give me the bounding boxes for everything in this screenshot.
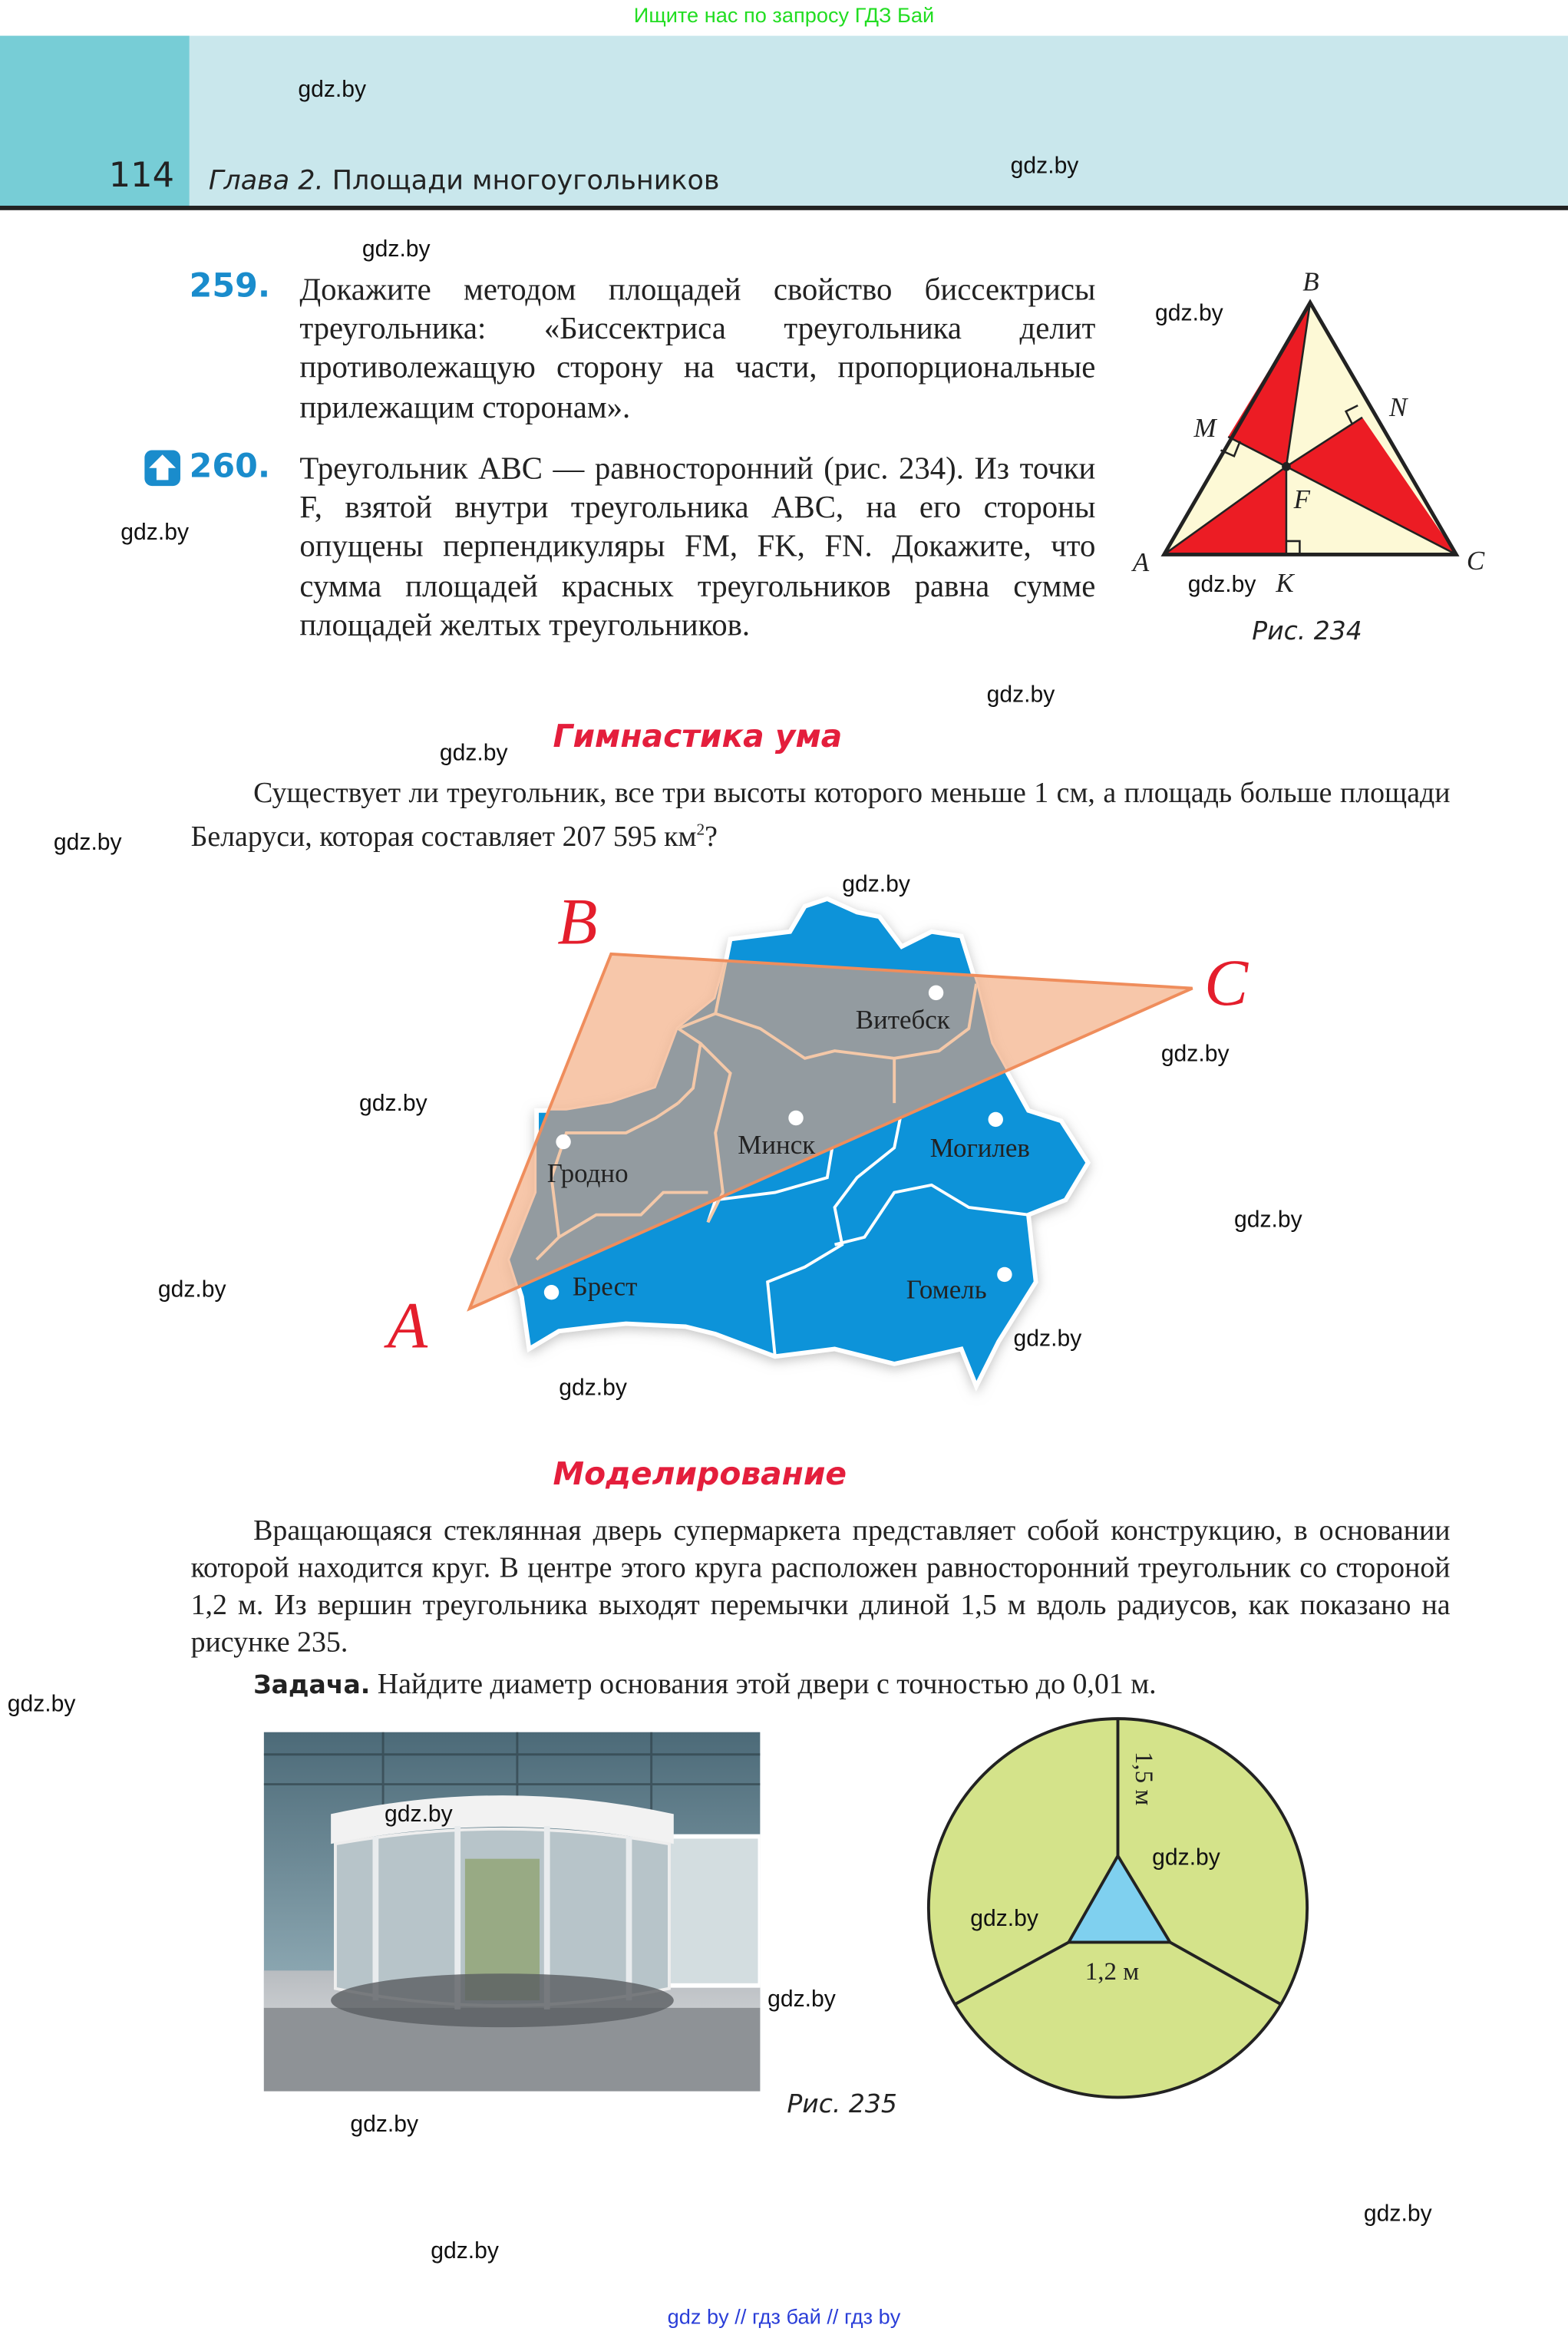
map-vertex-c: C: [1204, 947, 1249, 1019]
watermark: gdz.by: [970, 1906, 1038, 1932]
figure-234-triangle: B A C M N F K: [1131, 267, 1485, 598]
task-text: Найдите диаметр основания этой двери с т…: [370, 1669, 1157, 1701]
page-number: 114: [108, 156, 175, 196]
watermark: gdz.by: [361, 236, 431, 263]
center-triangle: [1066, 1852, 1173, 1944]
gymnastics-heading: Гимнастика ума: [553, 718, 843, 755]
house-arrow-icon: [144, 450, 180, 487]
watermark: gdz.by: [359, 1091, 427, 1117]
problem-259-text: Докажите методом площадей свойство биссе…: [299, 271, 1096, 424]
map-vertex-a: A: [384, 1290, 428, 1362]
watermark: gdz.by: [1013, 1326, 1082, 1352]
map-vertex-b: B: [557, 886, 597, 958]
watermark: gdz.by: [559, 1375, 627, 1402]
watermark: gdz.by: [120, 520, 189, 546]
watermark: gdz.by: [7, 1692, 76, 1718]
watermark: gdz.by: [1152, 1845, 1220, 1871]
footer-links[interactable]: gdz by // гдз бай // гдз by: [667, 2304, 901, 2329]
city-dot-mogilev: [988, 1111, 1003, 1128]
label-k: K: [1275, 568, 1295, 598]
triangle-side-label: 1,2 м: [1085, 1958, 1140, 1986]
gymnastics-question: Существует ли треугольник, все три высот…: [190, 778, 1451, 854]
city-gomel: Гомель: [906, 1274, 987, 1304]
header-band: [0, 35, 1568, 206]
watermark: gdz.by: [298, 77, 367, 103]
label-f: F: [1293, 484, 1311, 514]
watermark: gdz.by: [439, 741, 508, 767]
watermark: gdz.by: [53, 830, 122, 856]
problem-259-number: 259.: [189, 268, 271, 306]
triangle-abc-outline: [467, 952, 1193, 1312]
red-triangle-bmf: [1228, 302, 1311, 467]
figure-234-caption: Рис. 234: [1252, 616, 1362, 647]
chapter-title: Глава 2. Площади многоугольников: [209, 166, 720, 197]
watermark: gdz.by: [1187, 572, 1256, 598]
watermark: gdz.by: [1160, 1042, 1230, 1068]
watermark: gdz.by: [986, 682, 1055, 708]
watermark: gdz.by: [385, 1801, 453, 1828]
city-minsk: Минск: [738, 1130, 816, 1160]
question-mark: ?: [705, 822, 718, 854]
label-m: M: [1193, 413, 1218, 443]
problem-260-number: 260.: [189, 448, 271, 487]
radius-partition-left: [952, 1940, 1070, 2006]
superscript: 2: [696, 821, 705, 840]
city-mogilev: Могилев: [930, 1133, 1030, 1163]
radius-partition-right: [1169, 1940, 1283, 2006]
watermark: gdz.by: [1233, 1207, 1302, 1233]
watermark: gdz.by: [842, 872, 910, 898]
chapter-prefix: Глава 2.: [208, 165, 324, 197]
city-dot-gomel: [997, 1266, 1012, 1283]
header-page-tab: [0, 35, 190, 206]
watermark: gdz.by: [1363, 2201, 1432, 2227]
watermark: gdz.by: [350, 2112, 419, 2138]
chapter-name: Площади многоугольников: [323, 165, 720, 197]
top-banner: Ищите нас по запросу ГДЗ Бай: [633, 2, 935, 27]
label-b: B: [1302, 267, 1319, 297]
problem-260-text: Треугольник ABC — равносторонний (рис. 2…: [299, 450, 1096, 642]
figure-235-door-scheme: 1,5 м 1,2 м: [926, 1717, 1309, 2099]
label-n: N: [1388, 392, 1408, 422]
city-dot-vitebsk: [928, 985, 944, 1001]
city-brest: Брест: [573, 1272, 638, 1302]
partition-length-label: 1,5 м: [1130, 1752, 1157, 1805]
figure-235-caption: Рис. 235: [787, 2089, 897, 2120]
label-a: A: [1131, 547, 1150, 577]
modeling-text: Вращающаяся стеклянная дверь супермаркет…: [190, 1516, 1451, 1659]
revolving-door-photo: [263, 1732, 761, 2092]
modeling-task: Задача. Найдите диаметр основания этой д…: [191, 1666, 1451, 1705]
city-dot-brest: [543, 1285, 560, 1300]
header-divider: [0, 205, 1568, 210]
watermark: gdz.by: [431, 2238, 499, 2264]
watermark: gdz.by: [157, 1277, 226, 1303]
watermark: gdz.by: [767, 1986, 836, 2013]
city-vitebsk: Витебск: [856, 1005, 951, 1035]
city-grodno: Гродно: [547, 1158, 629, 1188]
red-triangle-fnc: [1286, 417, 1457, 555]
modeling-heading: Моделирование: [553, 1456, 847, 1492]
task-label: Задача.: [253, 1670, 371, 1701]
gymnastics-text: Существует ли треугольник, все три высот…: [191, 775, 1451, 857]
label-c: C: [1467, 546, 1485, 576]
city-dot-grodno: [556, 1134, 571, 1150]
city-dot-minsk: [788, 1110, 804, 1126]
watermark: gdz.by: [1010, 154, 1079, 180]
watermark: gdz.by: [1155, 301, 1223, 327]
belarus-map: Витебск Минск Гродно Могилев Брест Гомел…: [384, 886, 1249, 1416]
